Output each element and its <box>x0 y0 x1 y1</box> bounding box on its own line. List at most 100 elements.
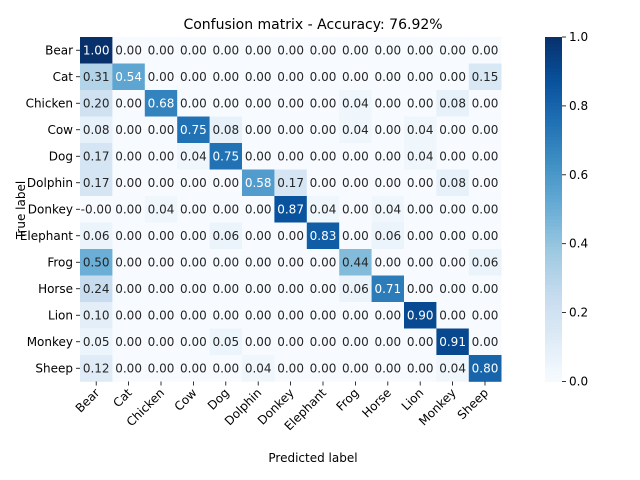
heatmap-cell <box>404 249 437 276</box>
colorbar-segment <box>545 136 562 141</box>
heatmap-cell <box>306 37 340 64</box>
colorbar-tick-label: 0.4 <box>569 237 588 251</box>
y-tick-labels: Bear Cat Chicken Cow Dog Dolphin Donkey Elephan… <box>20 43 80 375</box>
heatmap-cell <box>242 90 275 117</box>
heatmap-cell-label: 0.05 <box>83 335 110 349</box>
heatmap-cell <box>468 116 502 144</box>
colorbar-segment <box>545 192 562 197</box>
heatmap-cell <box>177 275 210 303</box>
heatmap-cell <box>242 63 275 91</box>
heatmap-cell-label: 0.17 <box>83 176 110 190</box>
heatmap-cell <box>177 90 210 117</box>
heatmap-cell-label: 0.00 <box>472 149 499 163</box>
heatmap-cell-label: 0.00 <box>115 282 142 296</box>
colorbar-segment <box>545 133 562 138</box>
heatmap-cell <box>371 116 405 144</box>
heatmap-cell <box>371 143 405 170</box>
colorbar-segment <box>545 85 562 90</box>
heatmap-cell <box>436 63 470 91</box>
heatmap-cells <box>80 37 502 382</box>
colorbar-segment <box>545 350 562 355</box>
heatmap-cell <box>436 222 470 250</box>
heatmap-cell <box>468 328 502 356</box>
heatmap-cell-label: 0.00 <box>310 335 337 349</box>
heatmap-cell-label: 0.00 <box>310 361 337 375</box>
heatmap-cell <box>371 90 405 117</box>
colorbar-segment <box>545 147 562 152</box>
heatmap-cell-label: 0.00 <box>310 43 337 57</box>
heatmap-cell-label: 0.00 <box>148 123 175 137</box>
colorbar-segment <box>545 223 562 228</box>
heatmap-cell-label: 0.00 <box>374 43 401 57</box>
heatmap-cell-label: 0.00 <box>374 255 401 269</box>
heatmap-cell-label: 0.00 <box>472 123 499 137</box>
heatmap-cell-label: 0.00 <box>180 335 207 349</box>
heatmap-cell-label: 0.00 <box>180 43 207 57</box>
heatmap-cell-label: 0.04 <box>407 149 434 163</box>
heatmap-cell-label: 0.00 <box>180 308 207 322</box>
heatmap-cell-label: 0.31 <box>83 70 110 84</box>
heatmap-cell <box>371 222 405 250</box>
colorbar-segment <box>545 312 562 317</box>
heatmap-cell <box>274 116 308 144</box>
heatmap-cell-label: 0.00 <box>115 308 142 322</box>
heatmap-cell <box>468 355 502 382</box>
heatmap-cell-label: 0.00 <box>342 229 369 243</box>
heatmap-cell-label: 0.00 <box>115 202 142 216</box>
heatmap-cell <box>209 222 243 250</box>
y-tick-label: Cat <box>53 70 74 84</box>
heatmap-cell <box>209 90 243 117</box>
heatmap-cell <box>404 328 437 356</box>
heatmap-cell <box>404 275 437 303</box>
colorbar-segment <box>545 322 562 327</box>
colorbar-segment <box>545 260 562 265</box>
heatmap-cell <box>371 275 405 303</box>
heatmap-cell <box>339 116 372 144</box>
heatmap-cell <box>144 302 178 329</box>
heatmap-cell <box>371 63 405 91</box>
heatmap-cell <box>80 222 113 250</box>
heatmap-cell-label: 0.00 <box>115 229 142 243</box>
heatmap-cell-label: 0.00 <box>148 176 175 190</box>
heatmap-cell <box>468 37 502 64</box>
heatmap-cell-label: 0.08 <box>83 123 110 137</box>
heatmap-cell-label: 0.00 <box>277 335 304 349</box>
colorbar-segment <box>545 50 562 55</box>
heatmap-cell <box>274 169 308 197</box>
y-axis-label: True label <box>14 181 28 240</box>
heatmap-cell-label: 0.00 <box>212 70 239 84</box>
heatmap-cell <box>177 328 210 356</box>
colorbar-segment <box>545 371 562 376</box>
heatmap-cell-label: 0.00 <box>277 229 304 243</box>
colorbar-tick-label: 0.6 <box>569 168 588 182</box>
heatmap-cell-label: 0.75 <box>212 149 239 163</box>
heatmap-cell <box>144 275 178 303</box>
heatmap-cell-label: 0.00 <box>212 255 239 269</box>
heatmap-cell-label: 0.00 <box>439 308 466 322</box>
heatmap-cell <box>468 196 502 223</box>
heatmap-cell-label: 0.17 <box>277 176 304 190</box>
colorbar-segment <box>545 236 562 241</box>
heatmap-cell-label: 0.00 <box>180 70 207 84</box>
heatmap-cell <box>274 275 308 303</box>
heatmap-cell-label: 0.00 <box>180 361 207 375</box>
heatmap-cell-label: 0.00 <box>148 308 175 322</box>
heatmap-cell <box>112 90 146 117</box>
colorbar-segment <box>545 298 562 303</box>
heatmap-cell <box>80 249 113 276</box>
heatmap-cell <box>306 143 340 170</box>
heatmap-cell <box>436 249 470 276</box>
heatmap-cell <box>177 222 210 250</box>
heatmap-cell-label: 0.00 <box>342 335 369 349</box>
heatmap-cell <box>339 143 372 170</box>
heatmap-cell-label: 0.00 <box>180 282 207 296</box>
heatmap-cell <box>306 222 340 250</box>
heatmap-cell <box>468 275 502 303</box>
heatmap-cell-label: 0.00 <box>407 96 434 110</box>
heatmap-cell <box>436 328 470 356</box>
colorbar-segment <box>545 102 562 107</box>
heatmap-cell <box>404 222 437 250</box>
heatmap-cell <box>242 116 275 144</box>
heatmap-cell <box>144 249 178 276</box>
